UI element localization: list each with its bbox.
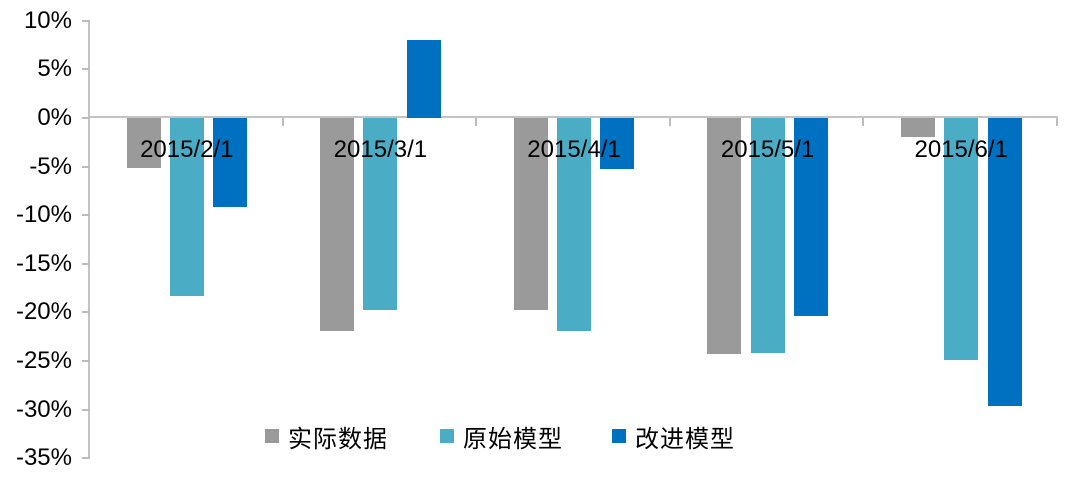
y-axis-tick xyxy=(82,68,90,71)
category-label: 2015/5/1 xyxy=(720,136,815,163)
bar-series2-cat1 xyxy=(169,118,204,296)
x-axis-tick xyxy=(862,118,865,126)
bar-series3-cat4 xyxy=(793,118,828,317)
bar-series1-cat4 xyxy=(707,118,742,355)
legend-label-improved-model: 改进模型 xyxy=(635,426,735,453)
y-axis-tick xyxy=(82,408,90,411)
bar-series2-cat4 xyxy=(750,118,785,354)
x-axis-tick xyxy=(1056,118,1058,126)
y-axis-tick xyxy=(82,311,90,314)
legend-label-original-model: 原始模型 xyxy=(463,426,563,453)
y-axis-label: -20% xyxy=(15,298,72,326)
legend-item-actual-data: 实际数据 xyxy=(265,420,388,453)
x-axis-zero-line xyxy=(90,116,1058,118)
y-axis-line xyxy=(88,20,90,459)
bar-series3-cat5 xyxy=(987,118,1022,406)
y-axis-tick xyxy=(82,165,90,168)
x-axis-tick xyxy=(475,118,478,126)
legend: 实际数据 原始模型 改进模型 xyxy=(0,420,1080,453)
legend-label-actual-data: 实际数据 xyxy=(288,426,388,453)
bar-series1-cat3 xyxy=(513,118,548,311)
bar-series2-cat3 xyxy=(557,118,591,331)
category-label: 2015/2/1 xyxy=(140,136,234,163)
y-axis-label: 0% xyxy=(37,104,72,131)
y-axis-tick xyxy=(82,19,90,22)
legend-item-improved-model: 改进模型 xyxy=(612,420,735,453)
y-axis-tick xyxy=(82,360,90,362)
legend-swatch-original-model xyxy=(440,429,454,443)
category-label: 2015/4/1 xyxy=(527,136,621,163)
bar-series3-cat3 xyxy=(600,118,635,169)
y-axis-tick xyxy=(82,214,90,217)
bar-series3-cat1 xyxy=(213,118,248,208)
y-axis-tick xyxy=(82,117,90,119)
category-label: 2015/6/1 xyxy=(914,136,1008,163)
y-axis-tick xyxy=(82,262,90,265)
bar-series1-cat2 xyxy=(320,118,355,331)
y-axis-label: -30% xyxy=(15,395,72,423)
bar-series1-cat1 xyxy=(126,118,161,168)
bar-series2-cat5 xyxy=(944,118,979,361)
y-axis-label: 5% xyxy=(37,55,72,83)
bar-series1-cat5 xyxy=(900,118,935,138)
y-axis-label: 10% xyxy=(23,6,72,34)
bar-series2-cat2 xyxy=(363,118,398,311)
x-axis-tick xyxy=(281,118,284,126)
legend-swatch-improved-model xyxy=(612,429,626,443)
legend-item-original-model: 原始模型 xyxy=(440,420,563,453)
y-axis-label: -15% xyxy=(15,249,72,277)
y-axis-label: -25% xyxy=(15,347,72,374)
category-label: 2015/3/1 xyxy=(333,136,428,163)
y-axis-label: -10% xyxy=(15,201,72,229)
bar-series3-cat2 xyxy=(406,40,441,118)
y-axis-label: -35% xyxy=(15,444,72,472)
y-axis-tick xyxy=(82,457,90,460)
y-axis-label: -5% xyxy=(29,152,72,180)
x-axis-tick xyxy=(668,118,671,126)
legend-swatch-actual-data xyxy=(265,429,279,443)
